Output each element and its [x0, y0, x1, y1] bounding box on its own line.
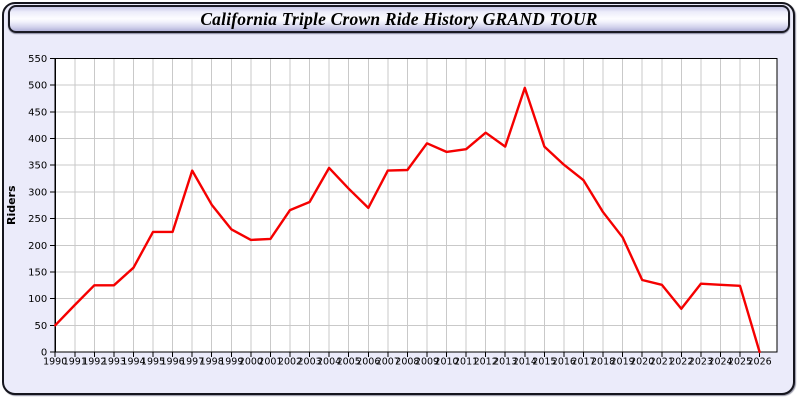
y-tick-label: 200	[28, 241, 47, 252]
x-tick-label: 2008	[395, 357, 419, 368]
y-tick-label: 500	[28, 81, 47, 92]
y-tick-label: 50	[34, 321, 47, 332]
x-tick-label: 2025	[728, 357, 752, 368]
x-axis-labels: 1990199119921993199419951996199719981999…	[43, 357, 772, 368]
x-tick-label: 2015	[532, 357, 556, 368]
x-tick-label: 1994	[121, 357, 145, 368]
x-tick-label: 1992	[82, 357, 106, 368]
x-tick-label: 2019	[611, 357, 635, 368]
x-tick-label: 2001	[258, 357, 282, 368]
x-tick-label: 2013	[493, 357, 517, 368]
x-tick-label: 1996	[161, 357, 185, 368]
y-axis-labels: 0 50 100 150 200 250 300 350 400 450 500 550	[28, 54, 47, 359]
x-tick-label: 2022	[669, 357, 693, 368]
x-tick-label: 2003	[298, 357, 322, 368]
y-tick-label: 400	[28, 134, 47, 145]
x-tick-label: 1998	[200, 357, 224, 368]
x-tick-label: 2005	[337, 357, 361, 368]
x-tick-label: 1995	[141, 357, 165, 368]
x-tick-label: 2006	[356, 357, 380, 368]
y-tick-label: 100	[28, 294, 47, 305]
axis-ticks	[50, 58, 761, 357]
plot-area	[55, 58, 777, 352]
chart-title-bar: California Triple Crown Ride History GRA…	[8, 5, 790, 33]
x-tick-label: 2016	[552, 357, 576, 368]
chart-title: California Triple Crown Ride History GRA…	[200, 8, 598, 29]
x-tick-label: 2017	[571, 357, 595, 368]
y-tick-label: 300	[28, 187, 47, 198]
y-tick-label: 350	[28, 161, 47, 172]
x-tick-label: 2007	[376, 357, 400, 368]
x-tick-label: 2000	[239, 357, 263, 368]
plot-border	[54, 57, 778, 353]
y-tick-label: 550	[28, 54, 47, 65]
y-tick-label: 150	[28, 268, 47, 279]
y-tick-label: 0	[41, 348, 47, 359]
y-tick-label: 250	[28, 214, 47, 225]
x-tick-label: 1999	[219, 357, 243, 368]
x-tick-label: 2018	[591, 357, 615, 368]
x-tick-label: 2021	[650, 357, 674, 368]
x-tick-label: 2009	[415, 357, 439, 368]
x-tick-label: 1997	[180, 357, 204, 368]
x-tick-label: 2002	[278, 357, 302, 368]
x-tick-label: 2010	[434, 357, 458, 368]
x-tick-label: 2011	[454, 357, 478, 368]
x-tick-label: 2020	[630, 357, 654, 368]
x-tick-label: 2012	[474, 357, 498, 368]
x-tick-label: 1991	[63, 357, 87, 368]
x-tick-label: 2004	[317, 357, 341, 368]
y-axis-title: Riders	[5, 185, 18, 225]
x-tick-label: 2023	[689, 357, 713, 368]
x-tick-label: 2026	[748, 357, 772, 368]
y-tick-label: 450	[28, 107, 47, 118]
x-tick-label: 1990	[43, 357, 67, 368]
x-tick-label: 2014	[513, 357, 537, 368]
x-tick-label: 1993	[102, 357, 126, 368]
x-tick-label: 2024	[708, 357, 732, 368]
riders-line	[54, 86, 761, 354]
